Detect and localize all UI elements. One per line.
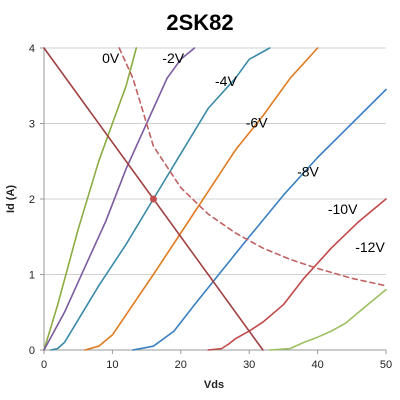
curve-label: -12V bbox=[355, 239, 385, 255]
power-limit-curve bbox=[118, 47, 387, 287]
x-tick-label: 50 bbox=[380, 359, 392, 371]
operating-point-marker bbox=[149, 195, 157, 203]
series-line-n12V bbox=[268, 288, 387, 351]
series-line-n10V bbox=[207, 198, 387, 351]
series-line-0V bbox=[43, 47, 138, 351]
x-axis-title: Vds bbox=[204, 379, 224, 391]
series-line-n6V bbox=[84, 47, 319, 351]
chart-title: 2SK82 bbox=[166, 10, 233, 35]
x-tick-label: 30 bbox=[243, 359, 255, 371]
y-tick-label: 3 bbox=[29, 119, 35, 131]
y-tick-label: 1 bbox=[29, 270, 35, 282]
series-line-n8V bbox=[132, 88, 387, 351]
curve-label: -10V bbox=[328, 201, 358, 217]
series-line-n2V bbox=[43, 47, 196, 351]
x-tick-label: 10 bbox=[106, 359, 118, 371]
series-lines bbox=[43, 47, 387, 351]
x-tick-label: 40 bbox=[311, 359, 323, 371]
curve-label: -8V bbox=[297, 163, 319, 179]
curve-label: -4V bbox=[215, 73, 237, 89]
curve-labels: 0V -2V -4V -6V -8V -10V -12V bbox=[102, 50, 385, 255]
gridlines bbox=[44, 47, 386, 275]
y-tick-label: 2 bbox=[29, 194, 35, 206]
x-tick-label: 20 bbox=[175, 359, 187, 371]
y-tick-label: 4 bbox=[29, 43, 35, 55]
series-line-n4V bbox=[50, 47, 271, 351]
curve-label: -6V bbox=[246, 114, 268, 130]
x-tick-label: 0 bbox=[41, 359, 47, 371]
curve-label: -2V bbox=[162, 50, 184, 66]
tick-labels: 0 10 20 30 40 50 0 1 2 3 4 bbox=[29, 43, 392, 371]
curve-label: 0V bbox=[102, 50, 120, 66]
y-axis-title: Id (A) bbox=[5, 185, 17, 213]
y-tick-label: 0 bbox=[29, 345, 35, 357]
